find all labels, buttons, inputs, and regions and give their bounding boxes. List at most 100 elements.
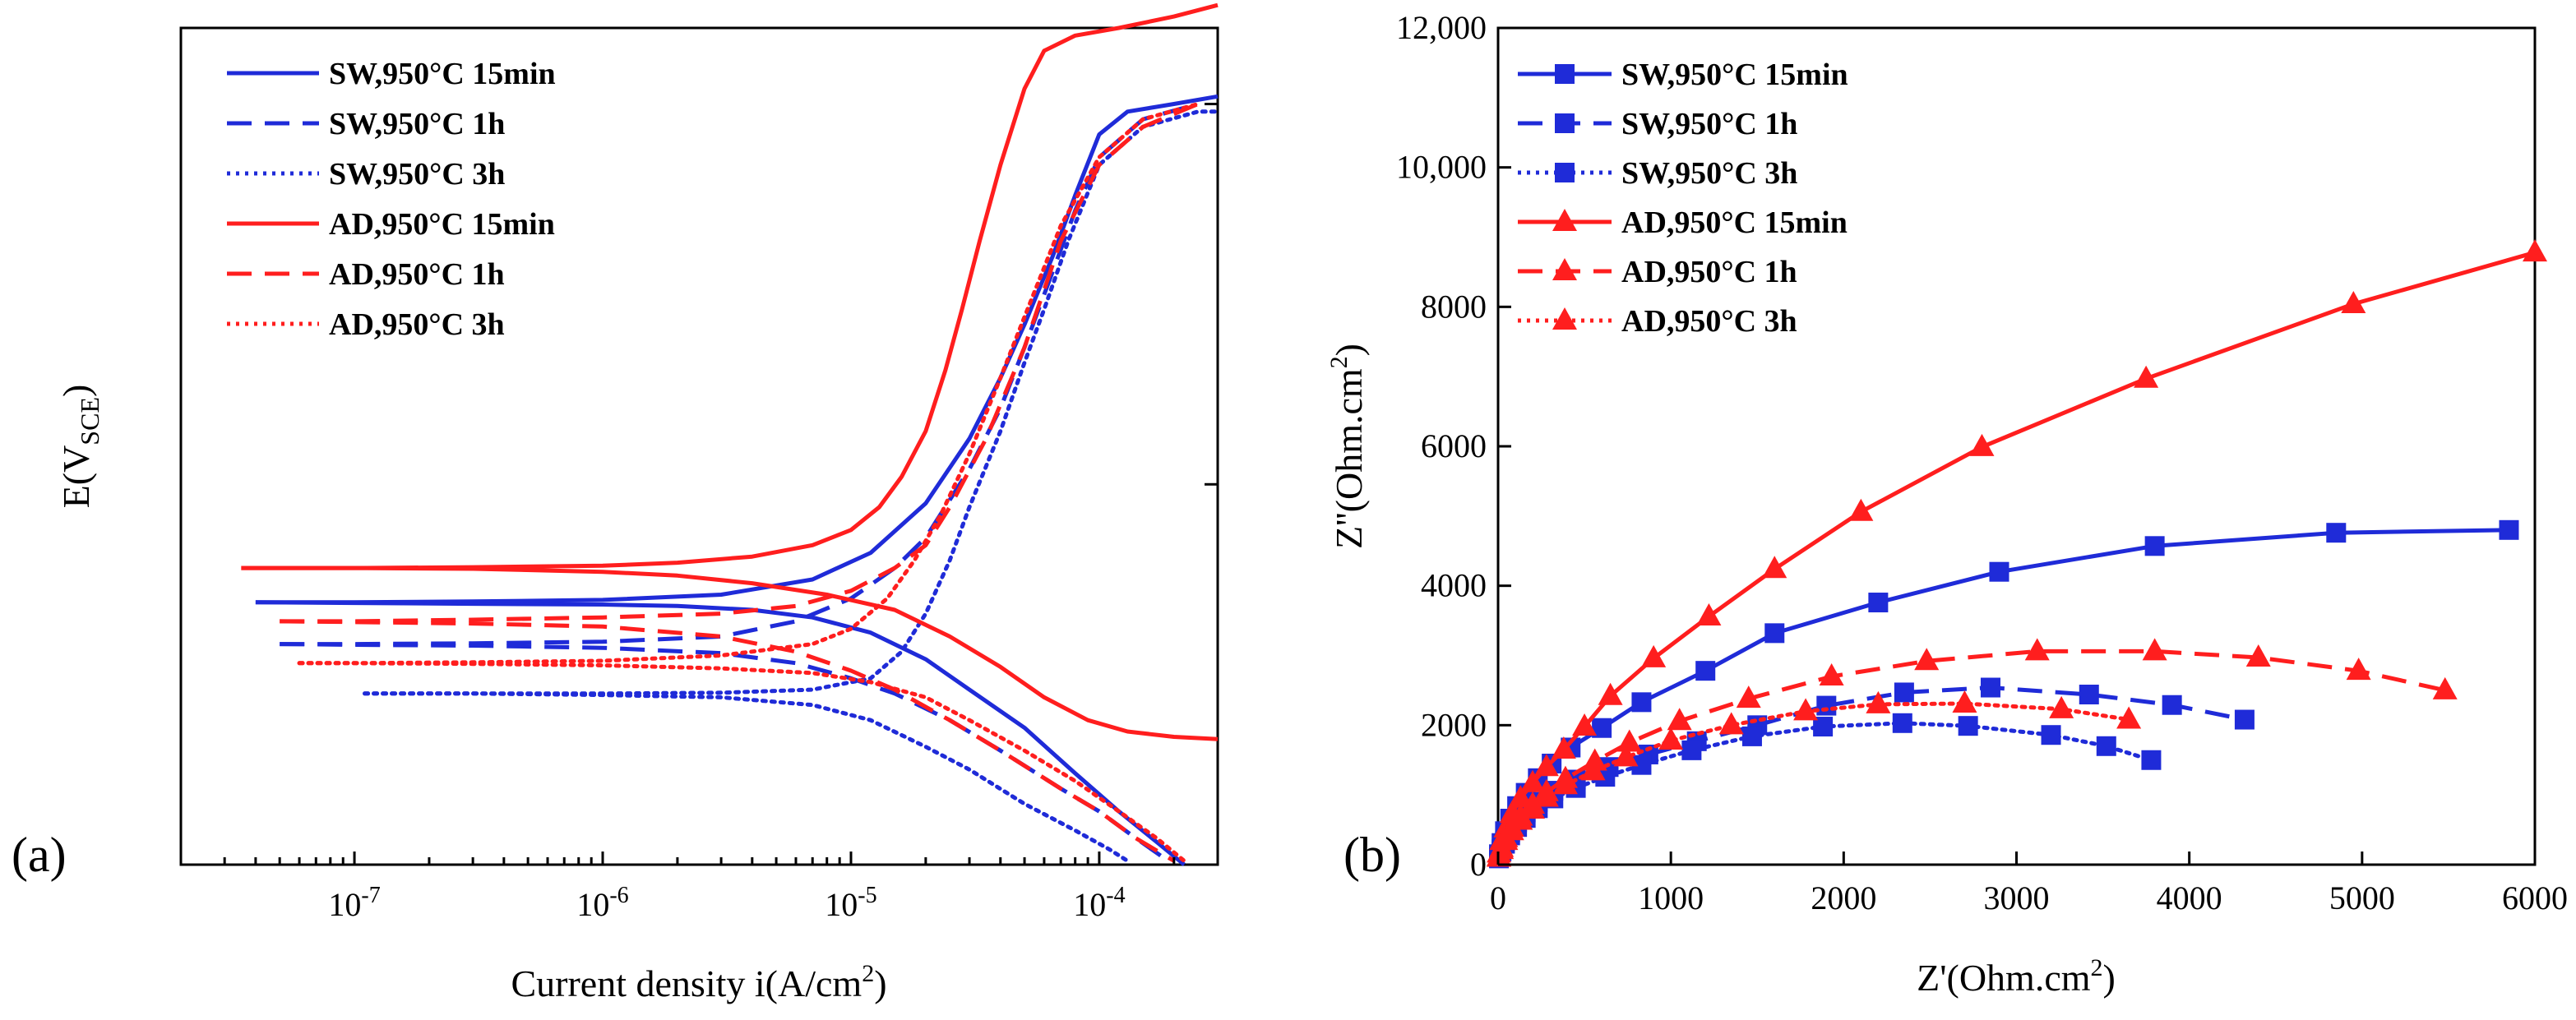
series-6-point xyxy=(1866,690,1891,713)
x-tick-exponent: -5 xyxy=(858,883,876,908)
x-tick-label: 10-6 xyxy=(576,883,628,923)
series-4-point xyxy=(1848,498,1874,521)
panel-b-plot-frame xyxy=(1496,26,2537,866)
panel-b-ticks: 0 2000 4000 6000 8000 10,000 12,000 0 1000 2000 30… xyxy=(1396,9,2568,916)
series-3-point xyxy=(2041,725,2061,745)
y-tick-label: 10,000 xyxy=(1396,149,1487,186)
series-2-anodic-line xyxy=(280,102,1199,647)
x-tick-label: 3000 xyxy=(1984,879,2050,916)
y-tick-label: 6000 xyxy=(1421,427,1487,464)
series-5-point xyxy=(2346,658,2371,681)
series-3-point xyxy=(2096,736,2116,756)
x-tick-exponent: -7 xyxy=(361,883,380,908)
series-4-point xyxy=(1508,785,1533,808)
series-3-cathodic-line xyxy=(363,691,1130,863)
series-6-point xyxy=(1613,744,1639,767)
series-2-point xyxy=(2234,709,2255,730)
legend-label-5: AD,950°C 1h xyxy=(329,257,505,292)
legend-label-1: SW,950°C 15min xyxy=(329,57,556,91)
series-1-point xyxy=(2499,519,2519,540)
x-tick-exponent: -6 xyxy=(609,883,628,908)
series-4-point xyxy=(2523,239,2547,262)
series-5-point xyxy=(1819,662,1844,685)
series-6-point xyxy=(1508,807,1533,830)
series-2-point xyxy=(2162,695,2182,715)
x-tick-label: 1000 xyxy=(1638,879,1704,916)
series-5-cathodic-line xyxy=(280,619,1176,863)
series-6-point xyxy=(1520,796,1546,819)
series-1-point xyxy=(1989,561,2009,582)
series-3-anodic-line xyxy=(363,109,1220,696)
series-4-point xyxy=(1520,769,1546,792)
series-1-point xyxy=(1631,692,1652,713)
series-2-point xyxy=(1894,682,1914,703)
series-5-point xyxy=(1914,648,1940,671)
panel-b-legend: SW,950°C 15min SW,950°C 1h SW,950°C 3h AD,9… xyxy=(1518,58,1848,339)
series-1-point xyxy=(2144,536,2165,556)
series-3-point xyxy=(1681,740,1702,760)
series-6-point xyxy=(1718,712,1744,735)
legend-marker-1 xyxy=(1555,64,1575,84)
series-2-point xyxy=(1980,677,2000,698)
legend-marker-5 xyxy=(1552,258,1577,280)
x-tick-label: 10-4 xyxy=(1073,883,1125,923)
y-tick-label: 12,000 xyxy=(1396,9,1487,46)
legend-label-3: SW,950°C 3h xyxy=(1621,156,1797,191)
x-tick-label: 4000 xyxy=(2157,879,2222,916)
x-tick-label: 10-7 xyxy=(328,883,380,923)
series-1-point xyxy=(1868,593,1889,613)
series-5-anodic-line xyxy=(280,102,1200,624)
series-5-point xyxy=(1736,685,1761,708)
series-3-point xyxy=(1892,713,1912,733)
legend-label-6: AD,950°C 3h xyxy=(1621,304,1797,339)
legend-marker-3 xyxy=(1555,163,1575,182)
panel-a-x-axis-title: Current density i(A/cm2) xyxy=(511,960,886,1004)
series-1-point xyxy=(2326,523,2347,543)
y-tick-label: 2000 xyxy=(1421,706,1487,743)
panel-a-y-axis-title: E(VSCE) xyxy=(55,385,104,509)
x-tick-base: 10 xyxy=(328,886,361,923)
series-3-point xyxy=(1958,716,1978,736)
series-4-point xyxy=(1762,556,1787,579)
x-tick-label: 10-5 xyxy=(825,883,876,923)
panel-a-plot-frame xyxy=(179,26,1219,866)
series-4-point xyxy=(1598,682,1623,705)
series-2-cathodic-line xyxy=(280,642,1164,859)
series-4-point xyxy=(1551,736,1576,759)
series-5-point xyxy=(2024,638,2050,661)
legend-marker-4 xyxy=(1552,209,1577,231)
legend-label-1: SW,950°C 15min xyxy=(1621,58,1848,92)
series-1-anodic-line xyxy=(255,94,1219,605)
series-6-anodic-line xyxy=(297,102,1200,666)
y-tick-label: 0 xyxy=(1470,846,1487,883)
series-4-point xyxy=(2134,365,2159,388)
series-6-point xyxy=(1952,690,1977,713)
series-6-point xyxy=(2049,695,2074,718)
panel-a-label: (a) xyxy=(12,828,67,882)
series-6-point xyxy=(1552,772,1578,795)
legend-label-4: AD,950°C 15min xyxy=(329,207,555,242)
series-6-point xyxy=(1533,784,1559,807)
legend-label-6: AD,950°C 3h xyxy=(329,307,505,342)
panel-b-label: (b) xyxy=(1343,828,1401,882)
series-1-point xyxy=(1764,623,1785,644)
series-2-point xyxy=(1816,695,1837,716)
series-4-point xyxy=(1533,754,1559,777)
series-6-point xyxy=(1793,698,1819,721)
series-6-point xyxy=(1580,758,1606,781)
x-tick-label: 5000 xyxy=(2329,879,2395,916)
legend-marker-6 xyxy=(1552,307,1577,330)
series-4-anodic-line xyxy=(241,2,1219,570)
series-4-point xyxy=(2341,290,2366,313)
series-4-point xyxy=(1572,713,1598,736)
y-tick-label: 4000 xyxy=(1421,567,1487,604)
panel-b-curves xyxy=(1487,239,2547,869)
x-tick-label: 0 xyxy=(1490,879,1506,916)
x-tick-base: 10 xyxy=(825,886,858,923)
series-4-cathodic-line xyxy=(241,565,1219,741)
series-6-cathodic-line xyxy=(297,661,1186,863)
panel-b: 0 2000 4000 6000 8000 10,000 12,000 0 1000 2000 30… xyxy=(1325,9,2568,999)
legend-marker-2 xyxy=(1555,113,1575,133)
series-3-point xyxy=(2141,750,2162,770)
